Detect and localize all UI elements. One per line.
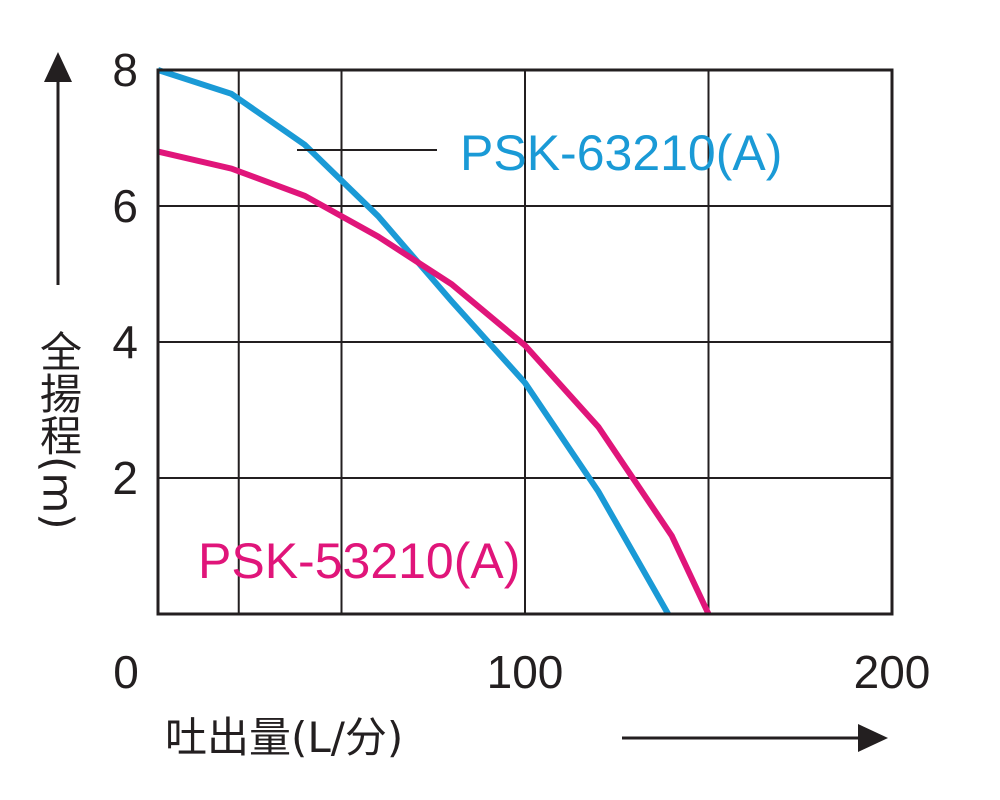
series-label: PSK-63210(A) (460, 125, 782, 181)
x-tick-label: 100 (487, 646, 564, 698)
y-axis-label: 全揚程(m) (34, 330, 83, 530)
y-tick-label: 8 (112, 44, 138, 96)
x-arrow-head (858, 724, 888, 752)
x-axis-label: 吐出量(L/分) (165, 713, 403, 762)
y-tick-label: 2 (112, 452, 138, 504)
plot-frame (156, 68, 894, 616)
x-tick-label: 0 (113, 646, 139, 698)
y-tick-label: 6 (112, 180, 138, 232)
series-line (157, 148, 712, 616)
y-tick-label: 4 (112, 316, 138, 368)
x-tick-label: 200 (854, 646, 931, 698)
series-label: PSK-53210(A) (198, 533, 520, 589)
y-arrow-head (44, 52, 72, 82)
lines (157, 67, 712, 616)
